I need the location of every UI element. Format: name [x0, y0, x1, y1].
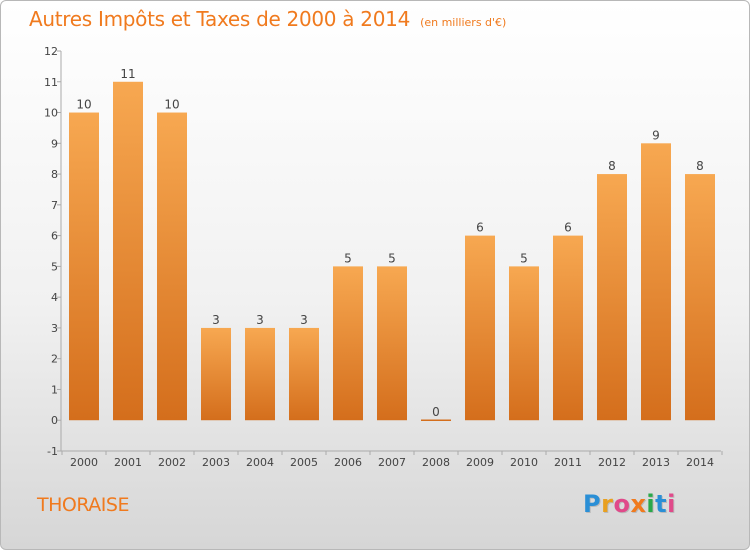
- bar-value-label: 0: [432, 405, 440, 419]
- y-tick-label: 1: [51, 383, 58, 396]
- x-tick-label: 2010: [510, 456, 538, 469]
- y-tick-label: 9: [51, 137, 58, 150]
- bar: [509, 266, 539, 421]
- bar-value-label: 10: [76, 98, 91, 112]
- bar: [201, 327, 231, 421]
- logo-letter: x: [630, 490, 647, 518]
- x-tick-label: 2006: [334, 456, 362, 469]
- x-tick-label: 2000: [70, 456, 98, 469]
- x-tick-label: 2011: [554, 456, 582, 469]
- bar: [245, 327, 275, 421]
- y-tick-label: 10: [44, 107, 58, 120]
- bar-value-label: 11: [120, 67, 135, 81]
- bar-value-label: 3: [300, 313, 308, 327]
- x-tick-label: 2004: [246, 456, 274, 469]
- chart-title: Autres Impôts et Taxes de 2000 à 2014 (e…: [29, 7, 506, 31]
- bar-value-label: 5: [388, 251, 396, 265]
- x-tick-label: 2009: [466, 456, 494, 469]
- bar-value-label: 5: [344, 251, 352, 265]
- x-tick-label: 2005: [290, 456, 318, 469]
- bar-value-label: 3: [212, 313, 220, 327]
- y-tick-label: 5: [51, 260, 58, 273]
- y-tick-label: 2: [51, 353, 58, 366]
- bar: [333, 266, 363, 421]
- bar: [641, 143, 671, 421]
- logo-letter: P: [583, 490, 602, 518]
- bar: [289, 327, 319, 421]
- y-tick-label: 7: [51, 199, 58, 212]
- x-tick-label: 2001: [114, 456, 142, 469]
- logo-letter: r: [601, 490, 614, 518]
- y-tick-label: 12: [44, 45, 58, 58]
- bar: [113, 81, 143, 421]
- bar: [377, 266, 407, 421]
- bar-value-label: 8: [608, 159, 616, 173]
- y-tick-label: 0: [51, 414, 58, 427]
- bar-value-label: 5: [520, 251, 528, 265]
- x-tick-label: 2014: [686, 456, 714, 469]
- bar: [69, 112, 99, 421]
- bar: [597, 174, 627, 421]
- bar-value-label: 6: [564, 221, 572, 235]
- bar-value-label: 9: [652, 128, 660, 142]
- x-tick-label: 2012: [598, 456, 626, 469]
- y-tick-label: 3: [51, 322, 58, 335]
- bar-value-label: 10: [164, 98, 179, 112]
- logo-letter: o: [613, 490, 631, 518]
- y-tick-label: -1: [47, 445, 58, 458]
- x-tick-label: 2002: [158, 456, 186, 469]
- logo-letter: i: [667, 490, 676, 518]
- bar: [465, 235, 495, 421]
- y-tick-label: 6: [51, 230, 58, 243]
- y-tick-label: 4: [51, 291, 58, 304]
- bar: [157, 112, 187, 421]
- proxiti-logo: Proxiti: [583, 490, 676, 518]
- x-tick-label: 2008: [422, 456, 450, 469]
- bar-value-label: 3: [256, 313, 264, 327]
- bar-value-label: 8: [696, 159, 704, 173]
- bar: [685, 174, 715, 421]
- logo-letter: t: [655, 490, 668, 518]
- logo-letter: i: [646, 490, 656, 518]
- y-tick-label: 11: [44, 76, 58, 89]
- chart-title-text: Autres Impôts et Taxes de 2000 à 2014: [29, 7, 410, 31]
- x-tick-label: 2007: [378, 456, 406, 469]
- place-name: THORAISE: [37, 494, 129, 516]
- x-tick-label: 2013: [642, 456, 670, 469]
- y-tick-label: 8: [51, 168, 58, 181]
- x-tick-label: 2003: [202, 456, 230, 469]
- chart-subtitle: (en milliers d'€): [420, 16, 507, 29]
- bar-value-label: 6: [476, 221, 484, 235]
- bar: [553, 235, 583, 421]
